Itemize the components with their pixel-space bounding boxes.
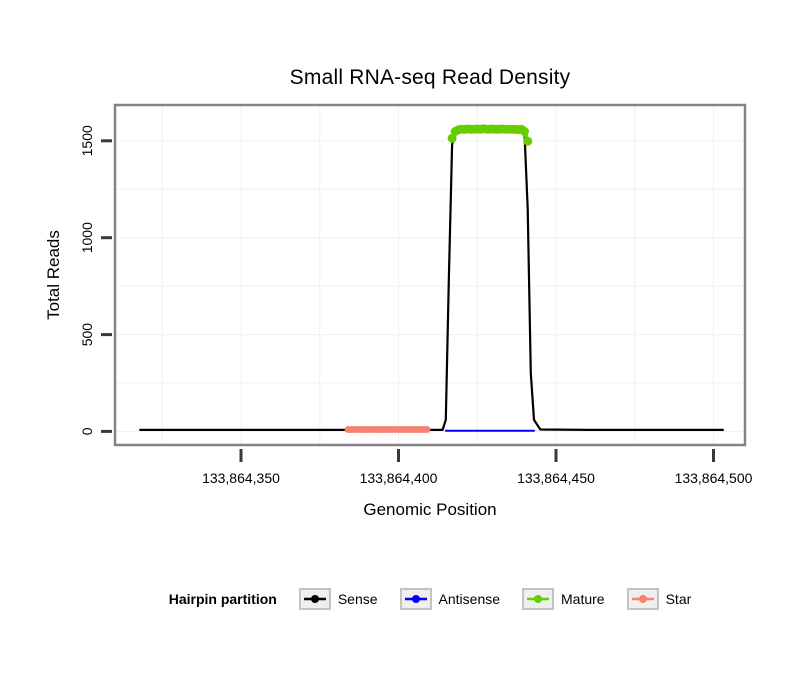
axes: 133,864,350 133,864,400 133,864,450 133,864… <box>79 125 753 486</box>
y-axis-tick-label: 0 <box>79 427 95 435</box>
legend-glyph-antisense <box>404 595 427 603</box>
legend-glyph-sense <box>303 595 326 603</box>
legend-item-antisense: Antisense <box>399 588 501 610</box>
grid-lines <box>115 105 745 445</box>
legend-label-sense: Sense <box>337 591 378 607</box>
legend-key-antisense <box>399 588 432 610</box>
y-axis-tick-label: 1500 <box>79 125 95 156</box>
legend-title: Hairpin partition <box>168 591 277 607</box>
legend-key-mature <box>522 588 555 610</box>
x-axis-tick-label: 133,864,450 <box>517 470 595 486</box>
legend-key-sense <box>298 588 331 610</box>
legend-label-mature: Mature <box>561 591 605 607</box>
legend-key-star <box>626 588 659 610</box>
legend-label-antisense: Antisense <box>438 591 501 607</box>
panel-border <box>113 103 747 447</box>
legend-item-star: Star <box>626 588 692 610</box>
y-axis-tick-label: 1000 <box>79 222 95 253</box>
legend-item-mature: Mature <box>522 588 605 610</box>
data-series <box>139 124 725 433</box>
y-axis-label: Total Reads <box>44 230 63 320</box>
chart-title: Small RNA-seq Read Density <box>289 66 571 89</box>
legend-items: Sense Antisense Mature Star <box>298 588 692 610</box>
legend-item-sense: Sense <box>298 588 378 610</box>
x-axis-label: Genomic Position <box>363 500 497 519</box>
legend-glyph-star <box>631 595 654 603</box>
series-marker-mature <box>520 127 529 136</box>
panel-background <box>115 105 745 445</box>
legend-glyph-mature <box>527 595 550 603</box>
y-axis-tick-label: 500 <box>79 323 95 347</box>
series-marker-mature <box>447 133 457 143</box>
x-axis-tick-label: 133,864,350 <box>202 470 280 486</box>
x-axis-tick-label: 133,864,400 <box>360 470 438 486</box>
legend-label-star: Star <box>665 591 692 607</box>
plot-area: 133,864,350 133,864,400 133,864,450 133,864… <box>79 103 753 486</box>
series-marker-star <box>423 426 431 433</box>
legend: Hairpin partition Sense Antisense Mature St… <box>50 583 810 615</box>
series-marker-mature <box>523 136 533 146</box>
x-axis-tick-label: 133,864,500 <box>675 470 753 486</box>
